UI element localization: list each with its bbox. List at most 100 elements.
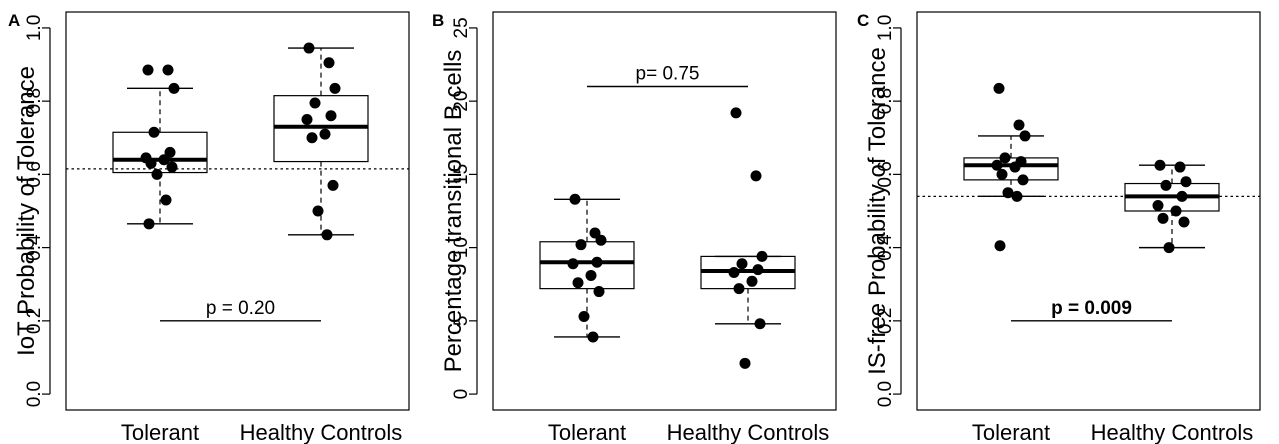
x-category-label: Tolerant — [972, 420, 1050, 444]
y-tick-label: 1.0 — [875, 15, 896, 41]
data-point — [1174, 161, 1186, 173]
data-point — [166, 161, 178, 173]
data-point — [999, 152, 1011, 164]
data-point — [991, 159, 1003, 171]
y-axis-label: IS-free Probability of Tolerance — [864, 47, 891, 375]
p-value-label: p= 0.75 — [636, 64, 700, 85]
data-point — [1009, 161, 1021, 173]
data-point — [994, 240, 1006, 252]
y-tick-label: 0.0 — [875, 381, 896, 407]
data-point — [593, 286, 605, 298]
data-point — [164, 146, 176, 158]
panel-letter: B — [432, 11, 444, 30]
data-point — [567, 258, 579, 270]
data-point — [301, 113, 313, 125]
x-category-label: Healthy Controls — [667, 420, 830, 444]
y-tick-label: 1.0 — [24, 15, 45, 41]
data-point — [329, 82, 341, 94]
data-point — [1170, 205, 1182, 217]
data-point — [319, 128, 331, 140]
data-point — [569, 193, 581, 205]
y-tick-label: 0.8 — [24, 88, 45, 114]
box — [539, 241, 635, 290]
data-point — [578, 310, 590, 322]
data-point — [993, 82, 1005, 94]
y-tick-label: 0.4 — [875, 234, 896, 261]
data-point — [756, 250, 768, 262]
data-point — [589, 227, 601, 239]
plot-frame — [65, 11, 410, 411]
data-point — [151, 168, 163, 180]
panel-letter: A — [8, 11, 20, 30]
data-point — [309, 97, 321, 109]
data-point — [142, 64, 154, 76]
data-point — [306, 132, 318, 144]
data-point — [1180, 176, 1192, 188]
data-point — [728, 267, 740, 279]
panel-letter: C — [857, 11, 869, 30]
data-point — [160, 194, 172, 206]
data-point — [303, 42, 315, 54]
data-point — [585, 269, 597, 281]
y-tick-label: 10 — [451, 237, 472, 258]
data-point — [145, 157, 157, 169]
data-point — [1176, 190, 1188, 202]
data-point — [754, 318, 766, 330]
data-point — [591, 256, 603, 268]
data-point — [1017, 174, 1029, 186]
data-point — [1154, 159, 1166, 171]
x-category-label: Tolerant — [121, 420, 199, 444]
panel-c: C 0.0 0.2 0.4 0.6 0.8 1.0 IS-free Probability o… — [857, 11, 1261, 444]
plot-frame — [492, 11, 837, 411]
data-point — [312, 205, 324, 217]
y-tick-label: 0 — [451, 389, 472, 400]
data-point — [158, 154, 170, 166]
data-point — [730, 107, 742, 119]
data-point — [325, 110, 337, 122]
y-tick-label: 20 — [451, 91, 472, 112]
p-value-label: p = 0.20 — [206, 298, 275, 319]
y-axis-label: IoT Probability of Tolerance — [13, 66, 40, 356]
data-point — [746, 275, 758, 287]
y-tick-label: 0.6 — [875, 161, 896, 187]
y-axis-label: Percentage transitional B cells — [440, 50, 467, 373]
data-point — [996, 168, 1008, 180]
data-point — [1163, 242, 1175, 254]
data-point — [1160, 179, 1172, 191]
y-tick-label: 0.4 — [24, 234, 45, 261]
plot-frame — [916, 11, 1261, 411]
x-category-label: Tolerant — [548, 420, 626, 444]
data-point — [587, 331, 599, 343]
panel-a: A 0.0 0.2 0.4 0.6 0.8 1.0 IoT Probability of To… — [8, 11, 410, 444]
y-tick-label: 15 — [451, 164, 472, 185]
data-point — [739, 357, 751, 369]
p-value-label: p = 0.009 — [1051, 298, 1132, 319]
data-point — [736, 258, 748, 270]
data-point — [1019, 130, 1031, 142]
y-tick-label: 0.0 — [24, 381, 45, 407]
data-point — [750, 170, 762, 182]
data-point — [168, 82, 180, 94]
data-point — [162, 64, 174, 76]
data-point — [1178, 216, 1190, 228]
y-tick-label: 0.2 — [24, 308, 45, 334]
y-tick-label: 0.2 — [875, 308, 896, 334]
data-point — [327, 179, 339, 191]
box — [963, 157, 1059, 181]
data-point — [148, 126, 160, 138]
data-point — [733, 283, 745, 295]
data-point — [572, 277, 584, 289]
y-tick-label: 0.8 — [875, 88, 896, 114]
data-point — [1011, 190, 1023, 202]
y-tick-label: 5 — [451, 316, 472, 327]
data-point — [575, 239, 587, 251]
data-point — [1002, 187, 1014, 199]
box — [112, 131, 208, 174]
x-category-label: Healthy Controls — [240, 420, 403, 444]
data-point — [323, 57, 335, 69]
data-point — [143, 218, 155, 230]
data-point — [1013, 119, 1025, 131]
data-point — [1152, 200, 1164, 212]
y-tick-label: 0.6 — [24, 161, 45, 187]
